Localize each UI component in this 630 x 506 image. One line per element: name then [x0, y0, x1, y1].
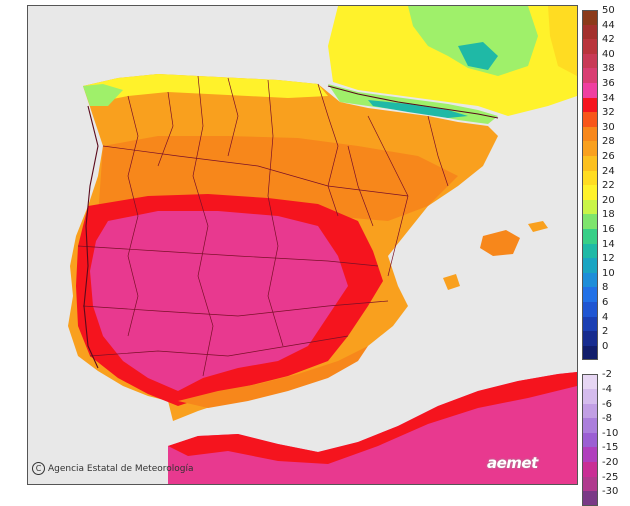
- south-coast-strip: [178, 346, 368, 408]
- legend-label: 28: [602, 136, 615, 148]
- country-borders: [83, 85, 499, 369]
- legend-swatch: [582, 156, 598, 171]
- menorca: [528, 221, 548, 232]
- legend-swatch: [582, 418, 598, 433]
- legend-label: -25: [602, 471, 619, 483]
- legend-swatch: [582, 229, 598, 244]
- legend-label: 50: [602, 5, 615, 16]
- legend-label: 2: [602, 326, 609, 338]
- pyrenees-peaks: [368, 100, 468, 118]
- legend-swatch: [582, 331, 598, 346]
- legend-swatch: [582, 185, 598, 200]
- aemet-logo: aemet: [487, 454, 538, 472]
- legend-swatch: [582, 491, 598, 506]
- africa-red-coast: [168, 372, 577, 464]
- legend-swatch: [582, 403, 598, 419]
- legend-label: -4: [602, 384, 612, 395]
- legend-swatch: [582, 258, 598, 273]
- legend-swatch: [582, 214, 598, 229]
- legend-swatch: [582, 287, 598, 302]
- legend-label: 30: [602, 121, 615, 133]
- mallorca: [480, 230, 520, 256]
- legend-swatch: [582, 272, 598, 288]
- legend-label: 20: [602, 194, 615, 206]
- credit-line: C Agencia Estatal de Meteorología: [32, 462, 194, 475]
- province-borders: [77, 75, 449, 377]
- legend-swatch: [582, 302, 598, 317]
- legend-label: 10: [602, 267, 615, 279]
- legend-swatch: [582, 126, 598, 142]
- legend-swatch: [582, 53, 598, 69]
- legend-swatch: [582, 141, 598, 156]
- legend-label: 42: [602, 34, 615, 46]
- legend-label: 34: [602, 92, 615, 104]
- france-hot-east: [548, 6, 577, 76]
- legend-swatch: [582, 345, 598, 361]
- legend-swatch: [582, 10, 598, 25]
- legend-swatch: [582, 39, 598, 54]
- legend-label: 24: [602, 165, 615, 177]
- france-green-zone: [408, 6, 538, 76]
- magenta-heat-core: [90, 211, 348, 391]
- legend-swatch: [582, 447, 598, 462]
- credit-text: Agencia Estatal de Meteorología: [48, 463, 194, 474]
- legend-label: -20: [602, 457, 619, 468]
- legend-label: 44: [602, 19, 615, 31]
- legend-swatch: [582, 199, 598, 215]
- legend-label: -8: [602, 413, 612, 425]
- legend-swatch: [582, 112, 598, 127]
- legend-label: 26: [602, 151, 615, 162]
- temperature-map: [27, 5, 578, 485]
- legend-label: -10: [602, 427, 619, 439]
- legend-label: -30: [602, 486, 619, 498]
- legend-label: 16: [602, 224, 615, 235]
- legend-label: 12: [602, 253, 615, 265]
- legend-label: 38: [602, 63, 615, 75]
- legend-label: -2: [602, 369, 612, 381]
- legend-label: 4: [602, 311, 609, 323]
- legend-swatch: [582, 83, 598, 98]
- legend-swatch: [582, 432, 598, 448]
- legend-swatch: [582, 24, 598, 40]
- legend-swatch: [582, 243, 598, 259]
- temperature-legend: 50 44 42 40 38 36 34 32 30 28 26 24 22 20 18 16 14 12 10 8 6…: [582, 6, 626, 506]
- legend-swatch: [582, 389, 598, 404]
- legend-swatch: [582, 462, 598, 477]
- iberia-map-canvas: [28, 6, 577, 484]
- legend-label: 36: [602, 78, 615, 89]
- legend-label: 14: [602, 238, 615, 250]
- legend-label: 0: [602, 340, 609, 352]
- legend-label: 22: [602, 180, 615, 192]
- legend-label: -15: [602, 442, 619, 454]
- legend-label: 6: [602, 297, 609, 308]
- northwest-green: [83, 84, 123, 106]
- france-teal-peaks: [458, 42, 498, 70]
- legend-swatch: [582, 68, 598, 83]
- legend-label: 8: [602, 282, 609, 294]
- legend-label: -6: [602, 398, 612, 410]
- legend-label: 40: [602, 48, 615, 60]
- north-coast: [83, 74, 328, 102]
- copyright-icon: C: [32, 462, 45, 475]
- legend-swatch: [582, 476, 598, 492]
- legend-label: 32: [602, 107, 615, 119]
- legend-swatch: [582, 374, 598, 389]
- legend-swatch: [582, 316, 598, 332]
- legend-swatch: [582, 97, 598, 113]
- ibiza: [443, 274, 460, 290]
- legend-swatch: [582, 170, 598, 186]
- legend-label: 18: [602, 209, 615, 221]
